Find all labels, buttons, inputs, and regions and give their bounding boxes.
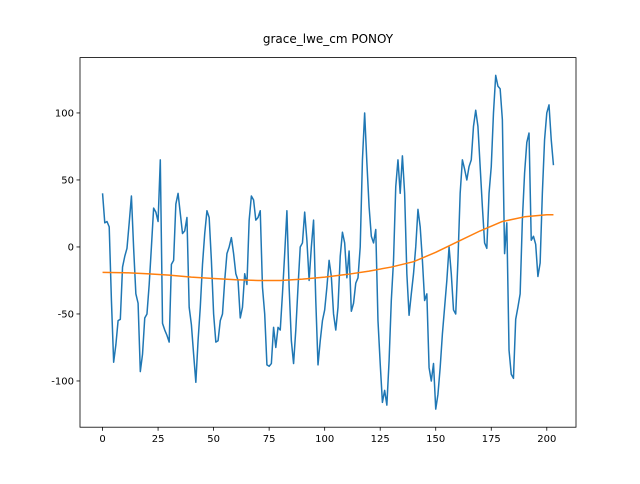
chart-title: grace_lwe_cm PONOY xyxy=(263,32,394,46)
y-tick-label: 100 xyxy=(55,108,74,119)
x-tick-label: 175 xyxy=(482,434,501,445)
y-tick-label: 0 xyxy=(68,242,74,253)
x-tick-label: 0 xyxy=(99,434,105,445)
x-tick-label: 25 xyxy=(152,434,165,445)
series-line xyxy=(102,214,554,282)
x-tick-label: 125 xyxy=(371,434,390,445)
x-tick-label: 150 xyxy=(426,434,445,445)
series-line xyxy=(101,74,555,410)
y-tick-label: -50 xyxy=(58,309,74,320)
x-tick-label: 100 xyxy=(315,434,334,445)
y-tick-label: -100 xyxy=(51,376,74,387)
x-tick-label: 75 xyxy=(263,434,276,445)
x-tick-label: 50 xyxy=(207,434,220,445)
plot-frame xyxy=(79,57,577,428)
y-tick-label: 50 xyxy=(61,175,74,186)
x-tick-label: 200 xyxy=(537,434,556,445)
